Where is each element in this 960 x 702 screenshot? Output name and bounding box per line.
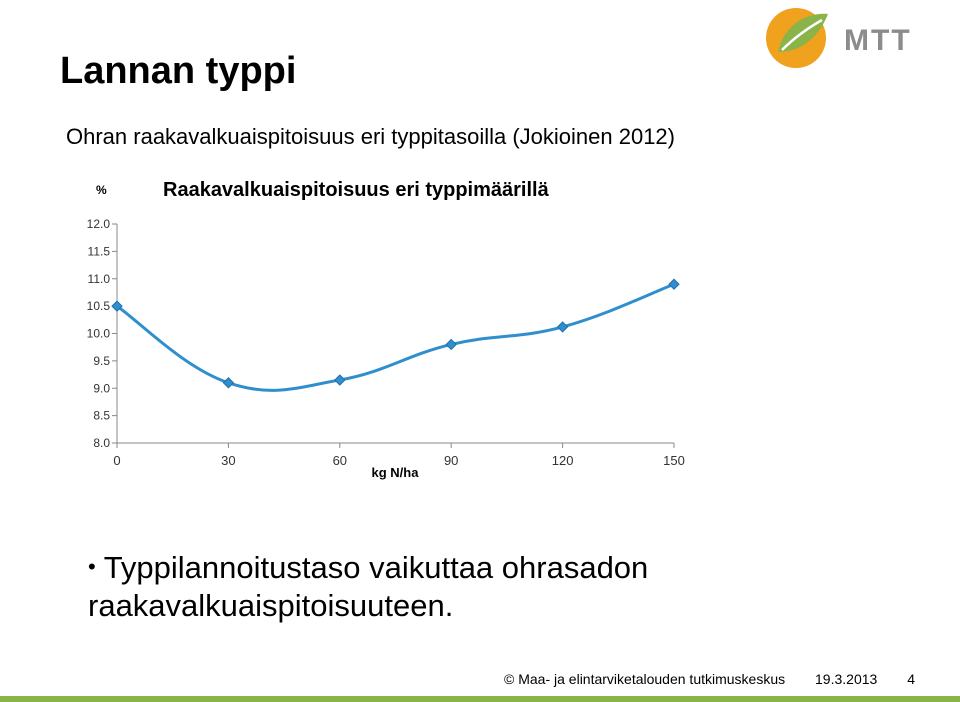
chart-title: Raakavalkuaispitoisuus eri typpimäärillä [163, 179, 550, 201]
data-point-marker [111, 300, 123, 312]
logo-text: MTT [844, 24, 912, 57]
x-tick-label: 150 [663, 453, 685, 468]
footer-page-number: 4 [907, 671, 915, 687]
data-point-marker [222, 377, 235, 389]
leaf-logo-icon [766, 8, 828, 68]
slide-subtitle: Ohran raakavalkuaispitoisuus eri typpita… [66, 124, 675, 149]
y-tick-label: 10.0 [87, 327, 111, 341]
chart: % Raakavalkuaispitoisuus eri typpimääril… [87, 179, 685, 480]
x-tick-label: 90 [444, 453, 458, 468]
y-tick-label: 11.0 [88, 272, 111, 286]
slide-title: Lannan typpi [60, 50, 297, 92]
x-tick-label: 120 [552, 453, 574, 468]
y-tick-label: 11.5 [88, 244, 111, 258]
footer-copyright: © Maa- ja elintarviketalouden tutkimuske… [504, 671, 786, 687]
logo-leaf-vein [781, 18, 823, 51]
y-axis-label: % [96, 183, 107, 197]
series-markers [111, 278, 680, 389]
data-point-marker [445, 338, 457, 351]
y-tick-label: 8.0 [93, 436, 110, 450]
x-axis: 0 30 60 90 120 150 [113, 443, 685, 468]
data-point-marker [556, 321, 569, 333]
bullet-content: Typpilannoitustaso vaikuttaa ohrasadon r… [88, 550, 649, 623]
footer-date: 19.3.2013 [815, 671, 878, 687]
x-tick-label: 60 [333, 453, 347, 468]
data-point-marker [668, 278, 680, 290]
footer: © Maa- ja elintarviketalouden tutkimuske… [504, 671, 915, 687]
mtt-logo: MTT [766, 8, 912, 68]
y-tick-label: 8.5 [93, 409, 110, 423]
x-axis-label: kg N/ha [372, 465, 420, 480]
bullet-text: • Typpilannoitustaso vaikuttaa ohrasadon … [88, 548, 908, 625]
series-line [116, 282, 675, 392]
y-tick-label: 12.0 [87, 217, 111, 231]
y-axis: 12.0 11.5 11.0 10.5 10.0 9.5 9.0 8.5 8.0 [87, 217, 117, 450]
x-tick-label: 0 [113, 453, 120, 468]
x-tick-label: 30 [221, 453, 235, 468]
y-tick-label: 10.5 [87, 299, 111, 313]
y-tick-label: 9.5 [93, 354, 110, 368]
y-tick-label: 9.0 [93, 381, 110, 395]
bottom-accent-rule [0, 696, 960, 702]
bullet-dot-icon: • [88, 554, 96, 579]
data-point-marker [334, 374, 346, 386]
